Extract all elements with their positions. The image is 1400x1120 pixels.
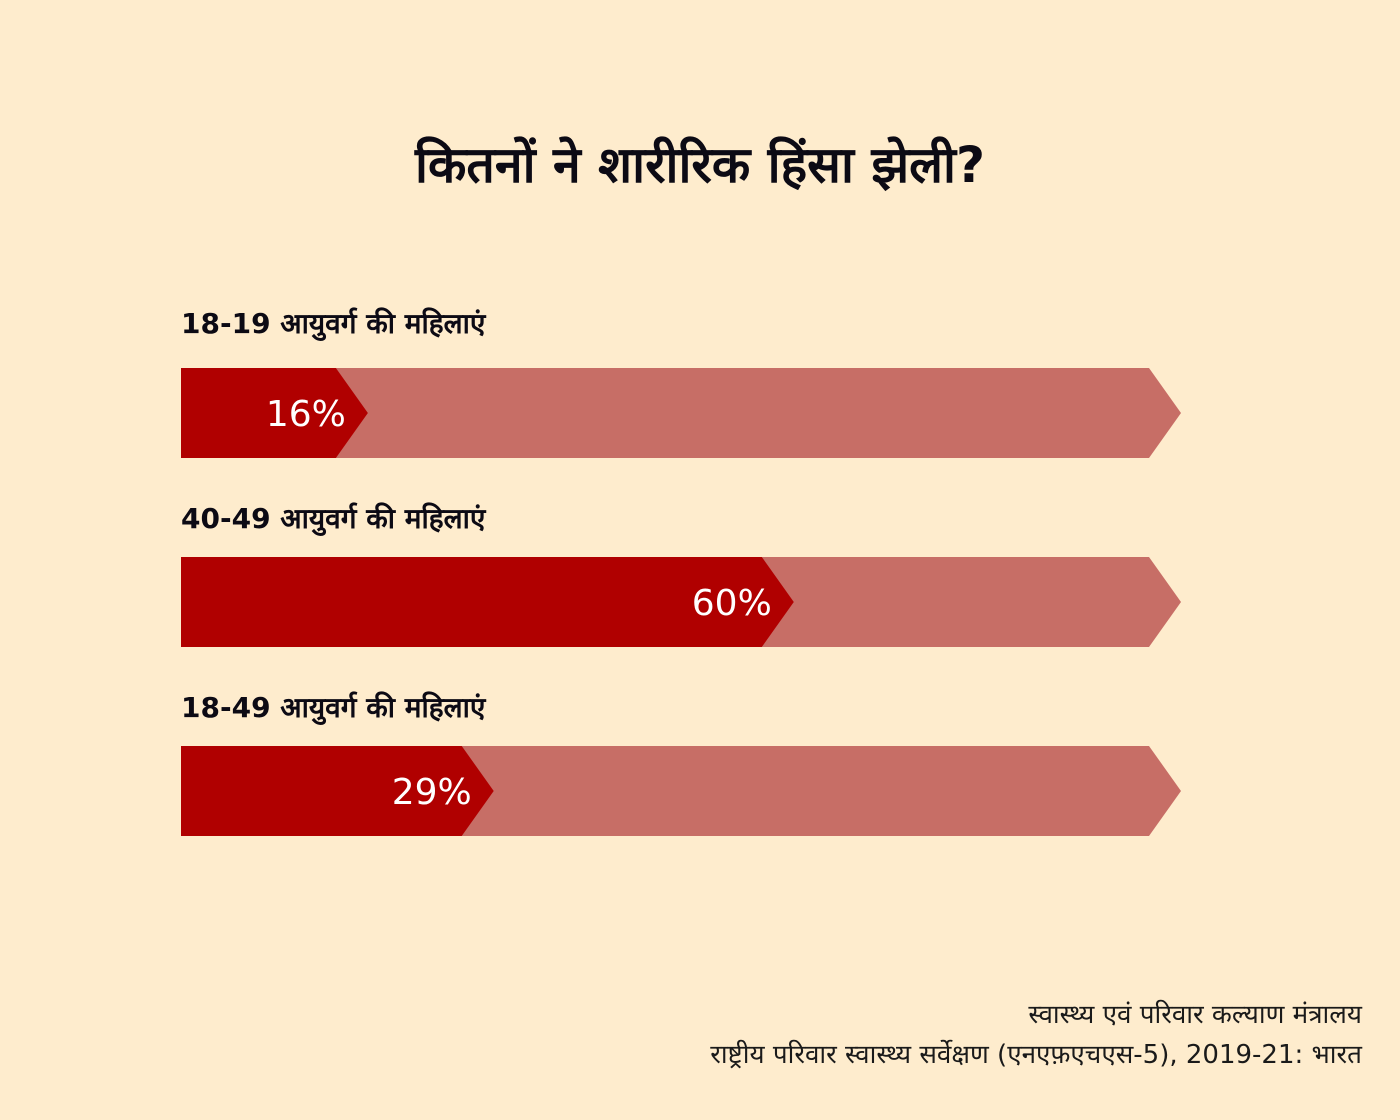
source-note: स्वास्थ्य एवं परिवार कल्याण मंत्रालय राष…: [710, 995, 1362, 1075]
category-label: 40-49 आयुवर्ग की महिलाएं: [181, 502, 487, 536]
bar-track: [181, 368, 1181, 458]
value-label: 60%: [692, 583, 772, 624]
bar-value: [181, 746, 494, 836]
source-line-2: राष्ट्रीय परिवार स्वास्थ्य सर्वेक्षण (एन…: [710, 1040, 1362, 1070]
bar-value: [181, 368, 368, 458]
source-line-1: स्वास्थ्य एवं परिवार कल्याण मंत्रालय: [1028, 1000, 1362, 1030]
category-label: 18-19 आयुवर्ग की महिलाएं: [181, 307, 487, 341]
value-label: 16%: [266, 394, 346, 435]
value-label: 29%: [392, 772, 472, 813]
category-label: 18-49 आयुवर्ग की महिलाएं: [181, 691, 487, 725]
bar-value: [181, 557, 794, 647]
chart-title: कितनों ने शारीरिक हिंसा झेली?: [415, 136, 985, 194]
